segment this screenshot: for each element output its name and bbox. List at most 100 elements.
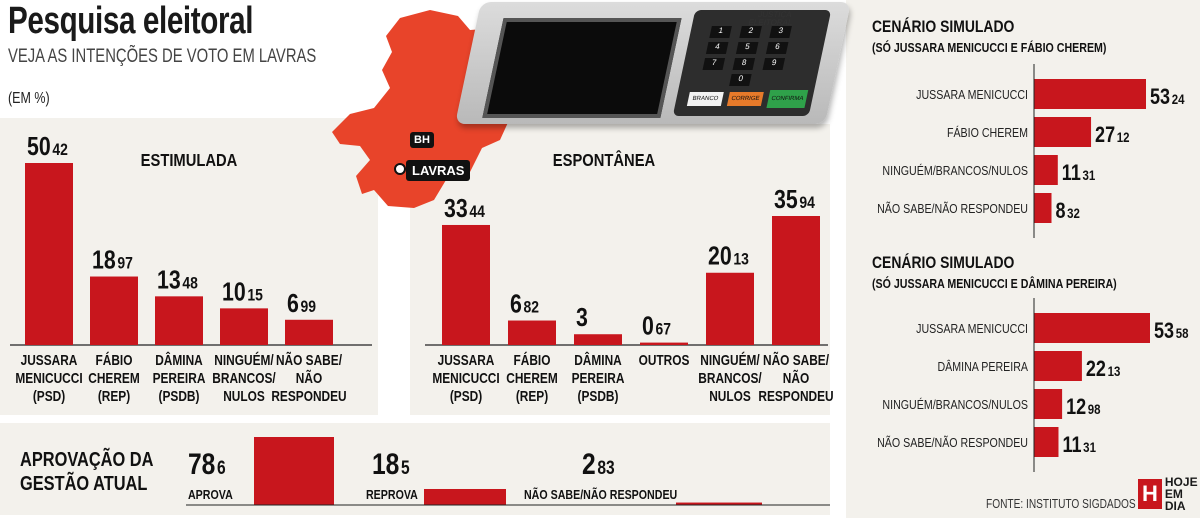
scenario2-value-label-1: 22 13 xyxy=(1086,357,1120,381)
espontanea-bar-3 xyxy=(640,342,688,345)
unit-label: (EM %) xyxy=(8,90,50,107)
scenario2-category-label-2: NINGUÉM/BRANCOS/NULOS xyxy=(882,396,1028,412)
estimulada-bar-2 xyxy=(155,296,203,345)
espontanea-category-label-3-0: OUTROS xyxy=(639,352,690,368)
estimulada-category-label-2-2: (PSDB) xyxy=(159,388,200,404)
espontanea-bar-0 xyxy=(442,224,490,345)
scenario2-value-label-2: 12 98 xyxy=(1066,395,1100,419)
scenario1-value-label-1: 27 12 xyxy=(1095,123,1129,147)
approval-title-0: APROVAÇÃO DA xyxy=(20,447,153,470)
scenario1-bar-2 xyxy=(1034,155,1058,185)
approval-value-label-1: 185 xyxy=(372,447,410,481)
espontanea-category-label-1-2: (REP) xyxy=(516,388,548,404)
estimulada-title: ESTIMULADA xyxy=(141,151,238,171)
estimulada-category-label-3-1: BRANCOS/ xyxy=(212,370,276,386)
lavras-dot xyxy=(394,163,406,175)
estimulada-bar-1 xyxy=(90,276,138,345)
espontanea-category-label-1-1: CHEREM xyxy=(506,370,557,386)
approval-category-label-2: NÃO SABE/NÃO RESPONDEU xyxy=(524,486,677,502)
espontanea-category-label-0-1: MENICUCCI xyxy=(432,370,499,386)
map-label-lavras: LAVRAS xyxy=(406,160,471,181)
scenario1-category-label-3: NÃO SABE/NÃO RESPONDEU xyxy=(877,201,1028,216)
scenario-chart: CENÁRIO SIMULADO (SÓ JUSSARA MENICUCCI E … xyxy=(872,18,1188,472)
espontanea-value-label-4: 2013 xyxy=(708,242,749,272)
espontanea-category-label-2-1: PEREIRA xyxy=(572,370,625,386)
approval-value-label-2: 283 xyxy=(582,447,615,481)
estimulada-category-label-2-0: DÂMINA xyxy=(155,352,203,368)
espontanea-value-label-2: 3 xyxy=(576,303,588,333)
espontanea-category-label-4-0: NINGUÉM/ xyxy=(700,352,760,368)
scenario1-category-label-1: FÁBIO CHEREM xyxy=(947,124,1028,140)
logo-letter: H xyxy=(1138,479,1162,509)
scenario2-category-label-1: DÂMINA PEREIRA xyxy=(937,358,1028,374)
estimulada-category-label-1-1: CHEREM xyxy=(88,370,139,386)
estimulada-category-label-3-2: NULOS xyxy=(223,388,265,404)
espontanea-category-label-0-2: (PSD) xyxy=(450,388,482,404)
approval-bar-1 xyxy=(424,488,506,505)
logo-line2: EM DIA xyxy=(1164,487,1186,513)
scenario2-title: CENÁRIO SIMULADO xyxy=(872,254,1014,273)
approval-category-label-0: APROVA xyxy=(188,487,233,502)
scenario1-value-label-3: 8 32 xyxy=(1056,199,1080,223)
estimulada-value-label-0: 5042 xyxy=(27,132,68,162)
scenario2-subtitle: (SÓ JUSSARA MENICUCCI E DÂMINA PEREIRA) xyxy=(872,275,1117,291)
approval-panel xyxy=(0,423,830,515)
estimulada-category-label-4-0: NÃO SABE/ xyxy=(276,352,342,368)
scenario1-bar-1 xyxy=(1034,117,1092,147)
estimulada-category-label-0-1: MENICUCCI xyxy=(15,370,82,386)
scenario2-bar-3 xyxy=(1034,427,1059,457)
espontanea-category-label-2-0: DÂMINA xyxy=(574,352,622,368)
espontanea-value-label-5: 3594 xyxy=(774,185,815,215)
map-label-bh: BH xyxy=(410,132,434,148)
scenario1-category-label-2: NINGUÉM/BRANCOS/NULOS xyxy=(882,162,1028,178)
page-subtitle: VEJA AS INTENÇÕES DE VOTO EM LAVRAS xyxy=(8,46,317,67)
approval-title-1: GESTÃO ATUAL xyxy=(20,471,147,494)
espontanea-category-label-5-1: NÃO xyxy=(783,370,809,386)
espontanea-category-label-4-1: BRANCOS/ xyxy=(698,370,762,386)
logo-line1: HOJE xyxy=(1164,475,1198,489)
espontanea-category-label-0-0: JUSSARA xyxy=(438,352,495,368)
estimulada-bar-3 xyxy=(220,308,268,345)
main-chart: ESTIMULADA 5042 JUSSARA MENICUCCI (PSD) 1897 F… xyxy=(10,132,834,506)
scenario2-value-label-0: 53 58 xyxy=(1154,319,1188,343)
estimulada-category-label-4-1: NÃO xyxy=(296,370,322,386)
scenario2-bar-1 xyxy=(1034,351,1082,381)
estimulada-value-label-4: 699 xyxy=(287,289,316,319)
espontanea-value-label-0: 3344 xyxy=(444,194,485,224)
estimulada-category-label-1-2: (REP) xyxy=(98,388,130,404)
estimulada-category-label-0-2: (PSD) xyxy=(33,388,65,404)
estimulada-category-label-1-0: FÁBIO xyxy=(96,352,133,368)
estimulada-value-label-1: 1897 xyxy=(92,246,133,276)
scenario1-subtitle: (SÓ JUSSARA MENICUCCI E FÁBIO CHEREM) xyxy=(872,39,1107,55)
estimulada-value-label-2: 1348 xyxy=(157,265,198,295)
espontanea-value-label-3: 067 xyxy=(642,312,671,342)
estimulada-category-label-3-0: NINGUÉM/ xyxy=(214,352,274,368)
scenario1-title: CENÁRIO SIMULADO xyxy=(872,18,1014,37)
espontanea-category-label-2-2: (PSDB) xyxy=(578,388,619,404)
espontanea-bar-5 xyxy=(772,216,820,345)
approval-bar-2 xyxy=(676,502,762,505)
scenario1-value-label-2: 11 31 xyxy=(1062,161,1095,185)
page-title: Pesquisa eleitoral xyxy=(8,0,254,42)
scenario1-bar-0 xyxy=(1034,79,1146,109)
espontanea-category-label-4-2: NULOS xyxy=(709,388,751,404)
espontanea-category-label-5-2: RESPONDEU xyxy=(758,388,833,404)
scenario2-bar-0 xyxy=(1034,313,1150,343)
espontanea-value-label-1: 682 xyxy=(510,290,539,320)
scenario2-category-label-0: JUSSARA MENICUCCI xyxy=(916,321,1028,336)
estimulada-value-label-3: 1015 xyxy=(222,277,263,307)
espontanea-bar-4 xyxy=(706,272,754,345)
hoje-em-dia-logo: H HOJE EM DIA xyxy=(1138,476,1200,512)
scenario2-category-label-3: NÃO SABE/NÃO RESPONDEU xyxy=(877,435,1028,450)
approval-value-label-0: 786 xyxy=(188,447,226,481)
scenario1-value-label-0: 53 24 xyxy=(1150,85,1185,109)
espontanea-category-label-1-0: FÁBIO xyxy=(514,352,551,368)
source-note: FONTE: INSTITUTO SIGDADOS xyxy=(986,496,1136,511)
espontanea-title: ESPONTÂNEA xyxy=(553,150,655,171)
scenario1-bar-3 xyxy=(1034,193,1052,223)
scenario1-category-label-0: JUSSARA MENICUCCI xyxy=(916,87,1028,102)
estimulada-bar-0 xyxy=(25,163,73,345)
approval-bar-0 xyxy=(254,437,334,505)
scenario2-value-label-3: 11 31 xyxy=(1062,433,1095,457)
scenario2-bar-2 xyxy=(1034,389,1063,419)
